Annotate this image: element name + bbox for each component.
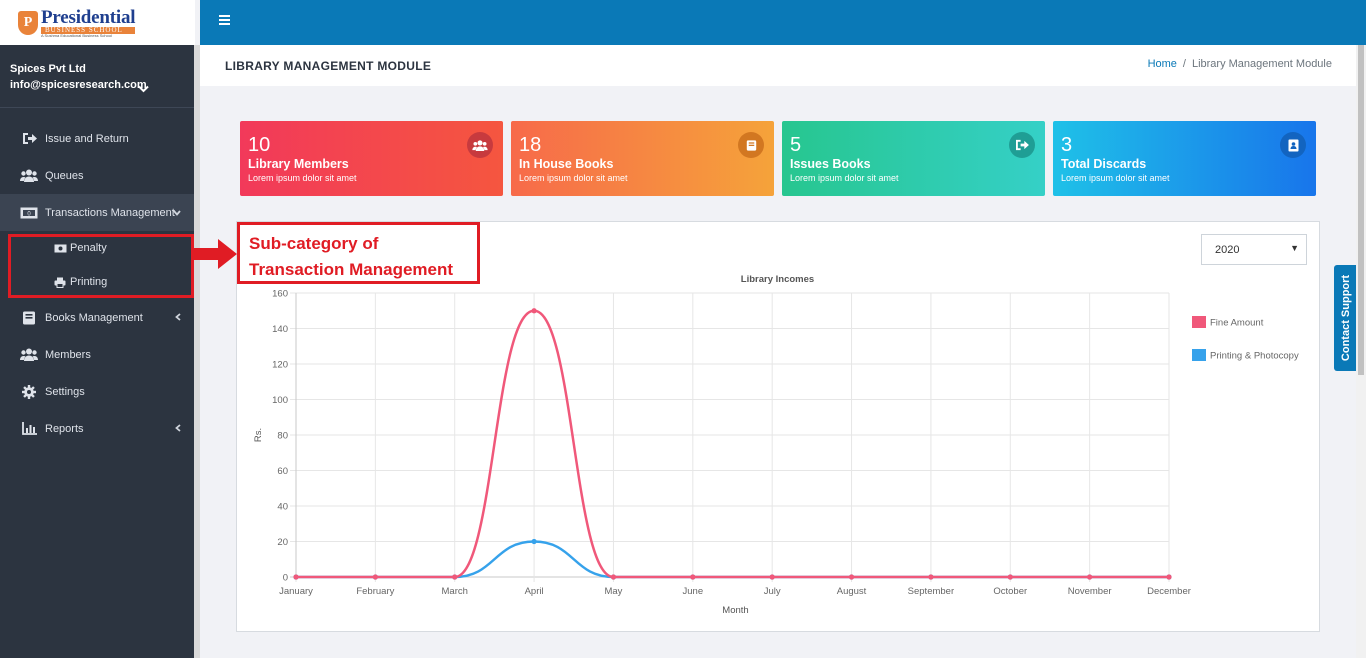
page-header: LIBRARY MANAGEMENT MODULE Home / Library M…	[200, 45, 1356, 86]
sidebar-scrollbar[interactable]	[194, 45, 200, 658]
stat-card-in-house-books[interactable]: 18 In House Books Lorem ipsum dolor sit …	[511, 121, 774, 196]
stat-value: 3	[1061, 134, 1073, 156]
book-icon	[738, 132, 764, 158]
sidebar-item-settings[interactable]: Settings	[0, 373, 195, 410]
contact-support-label: Contact Support	[1340, 274, 1352, 362]
address-book-icon	[1280, 132, 1306, 158]
contact-support-tab[interactable]: Contact Support	[1334, 265, 1358, 371]
year-select-value: 2020	[1215, 244, 1240, 256]
hamburger-icon[interactable]	[219, 15, 230, 27]
sidebar-item-label: Settings	[45, 385, 85, 398]
stat-value: 10	[248, 134, 271, 156]
stat-card-issues-books[interactable]: 5 Issues Books Lorem ipsum dolor sit ame…	[782, 121, 1045, 196]
logo-mark: P	[18, 10, 38, 35]
annotation-callout: Sub-category of Transaction Management	[237, 222, 480, 284]
sidebar-subitem-penalty[interactable]: Penalty	[0, 231, 195, 265]
annotation-highlight-frame	[8, 234, 194, 298]
gear-icon	[20, 384, 38, 399]
stat-description: Lorem ipsum dolor sit amet	[519, 173, 628, 183]
user-block[interactable]: Spices Pvt Ltd info@spicesresearch.com	[0, 45, 195, 108]
breadcrumb-separator: /	[1182, 58, 1186, 70]
stat-label: Library Members	[248, 157, 349, 171]
sidebar-subitem-label: Printing	[70, 276, 108, 288]
stat-value: 18	[519, 134, 542, 156]
logo[interactable]: P Presidential BUSINESS SCHOOL A Sushma …	[0, 0, 195, 45]
annotation-line-1: Sub-category of	[249, 234, 379, 253]
sidebar-item-label: Queues	[45, 169, 84, 182]
annotation-line-2: Transaction Management	[249, 260, 454, 279]
chevron-down-icon	[173, 207, 181, 219]
page-scrollbar-thumb[interactable]	[1358, 45, 1364, 375]
page-title: LIBRARY MANAGEMENT MODULE	[225, 59, 432, 73]
stat-label: Issues Books	[790, 157, 871, 171]
bar-chart-icon	[20, 422, 38, 436]
sign-out-icon	[20, 132, 38, 146]
stat-label: Total Discards	[1061, 157, 1147, 171]
users-icon	[20, 169, 38, 183]
logo-text: Presidential BUSINESS SCHOOL A Sushma Ed…	[41, 6, 136, 38]
breadcrumb-current: Library Management Module	[1191, 58, 1332, 70]
sign-out-icon	[1009, 132, 1035, 158]
logo-name: Presidential	[41, 6, 136, 28]
sidebar-item-label: Members	[45, 348, 91, 361]
sidebar-item-label: Issue and Return	[45, 132, 129, 145]
stat-card-total-discards[interactable]: 3 Total Discards Lorem ipsum dolor sit a…	[1053, 121, 1316, 196]
chevron-left-icon	[175, 312, 181, 324]
sidebar-item-books[interactable]: Books Management	[0, 299, 195, 336]
logo-subtitle: BUSINESS SCHOOL	[41, 26, 136, 34]
sidebar-item-label: Books Management	[45, 311, 143, 324]
sidebar: P Presidential BUSINESS SCHOOL A Sushma …	[0, 0, 195, 658]
sidebar-item-label: Reports	[45, 422, 84, 435]
logo-tagline: A Sushma Educational Business School	[41, 32, 112, 38]
svg-text:0: 0	[27, 211, 31, 217]
sidebar-item-label: Transactions Management	[45, 206, 175, 219]
breadcrumb: Home / Library Management Module	[1148, 58, 1332, 70]
stat-card-members[interactable]: 10 Library Members Lorem ipsum dolor sit…	[240, 121, 503, 196]
chevron-left-icon	[175, 423, 181, 435]
annotation-arrow	[192, 239, 237, 269]
users-icon	[467, 132, 493, 158]
sidebar-subitem-label: Penalty	[70, 242, 107, 254]
sidebar-item-issue-return[interactable]: Issue and Return	[0, 120, 195, 157]
chevron-down-icon[interactable]	[138, 82, 149, 96]
users-icon	[20, 348, 38, 362]
user-email: info@spicesresearch.com	[10, 79, 147, 91]
stat-description: Lorem ipsum dolor sit amet	[248, 173, 357, 183]
sidebar-item-transactions[interactable]: 0 Transactions Management	[0, 194, 195, 231]
sidebar-item-queues[interactable]: Queues	[0, 157, 195, 194]
user-company: Spices Pvt Ltd	[10, 63, 86, 75]
book-icon	[20, 311, 38, 325]
sidebar-item-reports[interactable]: Reports	[0, 410, 195, 447]
caret-down-icon: ▼	[1290, 243, 1299, 253]
page-scrollbar[interactable]	[1356, 45, 1366, 658]
year-select[interactable]: 2020 ▼	[1201, 234, 1307, 265]
sidebar-item-members[interactable]: Members	[0, 336, 195, 373]
stat-description: Lorem ipsum dolor sit amet	[790, 173, 899, 183]
money-icon	[54, 244, 68, 253]
stat-description: Lorem ipsum dolor sit amet	[1061, 173, 1170, 183]
money-icon: 0	[20, 206, 38, 220]
stat-value: 5	[790, 134, 802, 156]
print-icon	[54, 277, 68, 288]
sidebar-nav: Issue and Return Queues 0 Transactions M…	[0, 120, 195, 447]
stat-label: In House Books	[519, 157, 614, 171]
top-navbar	[200, 0, 1366, 45]
breadcrumb-home-link[interactable]: Home	[1147, 58, 1177, 70]
sidebar-subitem-printing[interactable]: Printing	[0, 265, 195, 299]
